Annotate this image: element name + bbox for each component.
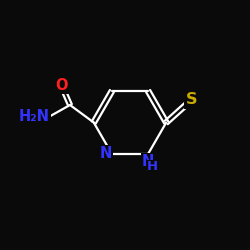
Text: N: N — [142, 154, 154, 169]
Text: H₂N: H₂N — [19, 109, 50, 124]
Text: N: N — [100, 146, 112, 162]
Text: O: O — [55, 78, 68, 92]
Text: H: H — [147, 160, 158, 173]
Text: S: S — [186, 92, 197, 108]
